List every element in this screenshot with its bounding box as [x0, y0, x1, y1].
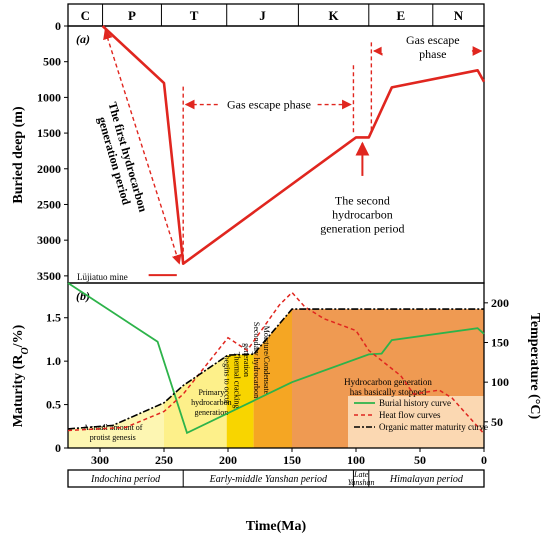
- x-tick-label: 100: [347, 453, 365, 467]
- y-tick-label: 1500: [37, 126, 61, 140]
- tectonic-era-bar: Indochina period Early-middle Yanshan per…: [67, 469, 485, 488]
- y-tick-label: 1000: [37, 90, 61, 104]
- panel-b-left-y-ticks: 0 0.5 1.0 1.5: [46, 311, 68, 455]
- second-gen-label: The second hydrocarbon generation period: [320, 193, 404, 235]
- era-label: Himalayan period: [389, 474, 464, 485]
- stage-4-label: Moisture/CondensateSecondary hydrocarbon…: [242, 322, 271, 398]
- panel-a-tag: (a): [76, 32, 90, 46]
- panel-b-series: [67, 282, 485, 435]
- era-label: Indochina period: [90, 474, 161, 485]
- x-tick-label: 200: [219, 453, 237, 467]
- maturity-stage-backgrounds: [68, 309, 484, 448]
- panel-a-series: [101, 25, 486, 266]
- x-axis-ticks: 300 250 200 150 100 50 0: [91, 448, 487, 467]
- panel-b-left-y-label: Maturity (RO/%): [11, 324, 31, 427]
- period-label: P: [128, 8, 136, 23]
- mine-label: Lüjiatuo mine: [77, 272, 128, 282]
- gas-escape-2-label: Gas escape phase: [406, 33, 460, 61]
- panel-b-tag: (b): [76, 289, 90, 303]
- legend-box: [348, 396, 484, 448]
- x-tick-label: 300: [91, 453, 109, 467]
- y-tick-label: 1.0: [46, 354, 61, 368]
- era-bar-frame: [67, 469, 485, 488]
- panel-b-frame: [67, 282, 485, 449]
- period-label: T: [190, 8, 199, 23]
- x-tick-label: 50: [414, 453, 426, 467]
- x-tick-label: 150: [283, 453, 301, 467]
- legend-label: Heat flow curves: [379, 410, 441, 420]
- y-tick-label: 2500: [37, 197, 61, 211]
- x-axis-label: Time(Ma): [246, 519, 307, 534]
- legend: Burial history curve Heat flow curves Orga…: [354, 398, 488, 432]
- panel-a-annotations: The first hydrocarbongeneration period Ga…: [77, 29, 483, 282]
- period-label: E: [396, 8, 405, 23]
- first-gen-arrow: [103, 29, 182, 265]
- y-tick-label: 100: [491, 375, 509, 389]
- stage-2-region: [164, 355, 227, 448]
- y-tick-label: 3000: [37, 233, 61, 247]
- stage-5-label: Hydrocarbon generation has basically stop…: [344, 377, 432, 397]
- era-label: Early-middle Yanshan period: [209, 474, 328, 485]
- y-tick-label: 2000: [37, 162, 61, 176]
- stage-2-label: Primary hydrocarbon generation: [191, 388, 231, 417]
- panel-b-right-y-label: Temperature (°C): [527, 313, 542, 420]
- x-tick-label: 250: [155, 453, 173, 467]
- first-gen-label: The first hydrocarbongeneration period: [92, 100, 150, 217]
- stage-3-region: [226, 354, 254, 448]
- period-label: K: [329, 8, 340, 23]
- panel-a-burial-depth: (a) 0 500 1000 1500 2000 2500 3000 3500 Buried …: [11, 19, 486, 284]
- x-tick-label: 0: [481, 453, 487, 467]
- burial-depth-line: [101, 25, 486, 266]
- legend-label: Burial history curve: [379, 398, 451, 408]
- y-tick-label: 500: [43, 55, 61, 69]
- period-label: C: [81, 8, 90, 23]
- panel-a-y-ticks: 0 500 1000 1500 2000 2500 3000 3500: [37, 19, 68, 283]
- era-label: Late Yanshan: [348, 470, 375, 487]
- y-tick-label: 50: [491, 415, 503, 429]
- y-tick-label: 200: [491, 296, 509, 310]
- y-tick-label: 0: [55, 19, 61, 33]
- burial-history-line: [67, 282, 485, 435]
- y-tick-label: 0: [55, 441, 61, 455]
- stage-4-region: [253, 309, 292, 448]
- heat-flow-line: [67, 291, 485, 435]
- gas-escape-1-label: Gas escape phase: [227, 98, 311, 112]
- period-label: N: [454, 8, 464, 23]
- stage-3-label: Thermal crackingbegins to occur: [222, 352, 241, 409]
- legend-label: Organic matter maturity curve: [379, 422, 488, 432]
- period-label: J: [259, 8, 266, 23]
- y-tick-label: 1.5: [46, 311, 61, 325]
- panel-b-maturity: (b) 0 0.5 1.0 1.5 50 100 150 200 Maturity (RO/…: [11, 282, 542, 455]
- panel-a-y-label: Buried deep (m): [11, 106, 26, 204]
- gas-escape-2-label-bg: [381, 38, 472, 53]
- panel-b-right-y-ticks: 50 100 150 200: [484, 296, 509, 429]
- y-tick-label: 3500: [37, 269, 61, 283]
- y-tick-label: 150: [491, 335, 509, 349]
- y-tick-label: 0.5: [46, 398, 61, 412]
- organic-maturity-line: [67, 308, 484, 430]
